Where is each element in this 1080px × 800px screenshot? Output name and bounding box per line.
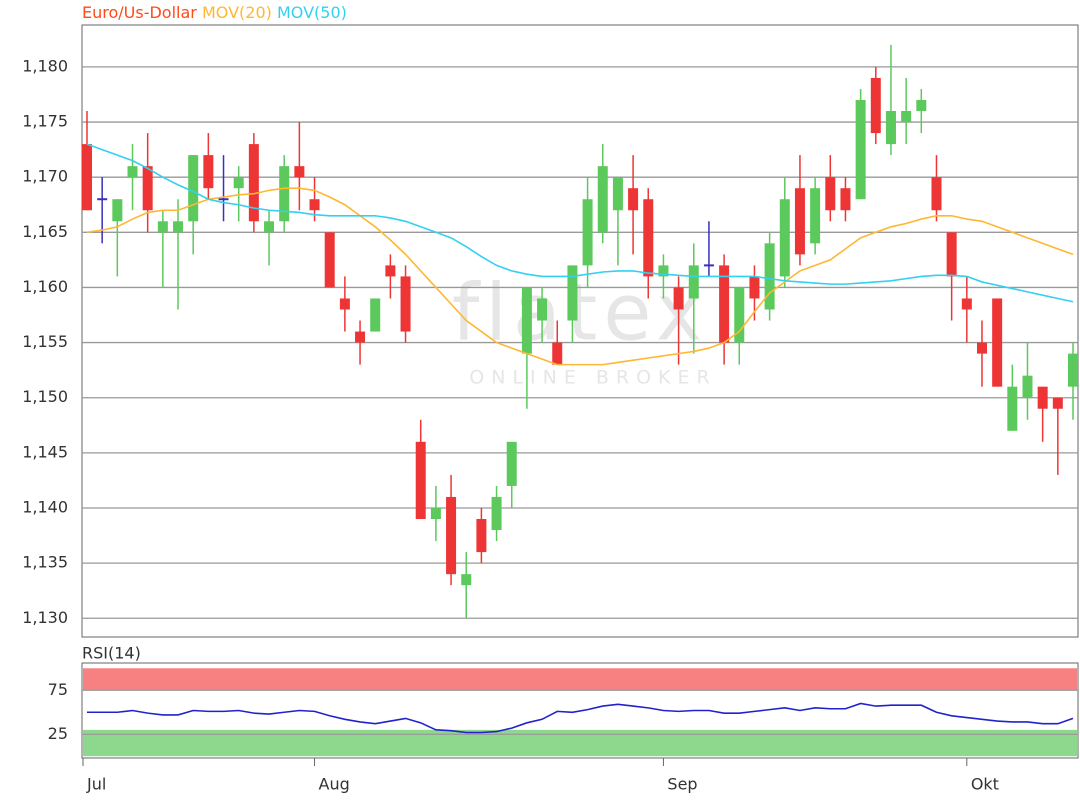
candle-body [719,265,730,343]
candle-body [628,188,639,211]
watermark: flatex ONLINE BROKER [452,268,716,389]
candle-body [461,574,472,586]
candle-body [521,287,532,354]
candle-body [855,99,866,200]
x-tick-label: Okt [971,775,999,794]
candle-body [643,199,654,277]
candle-body [916,99,927,112]
y-tick-label: 1,150 [22,387,68,406]
candle-body [233,177,244,189]
candle-body [1007,386,1018,431]
candle-body [658,265,669,277]
candle-body [1052,397,1063,409]
candle-body [294,166,305,178]
candle-body [582,199,593,266]
y-tick-label: 1,140 [22,497,68,516]
legend-entry: RSI(14) [82,644,141,663]
candle-body [901,111,912,123]
candle-body [1022,375,1033,398]
candle-body [885,111,896,145]
y-tick-label: 25 [48,724,68,743]
candle-body [537,298,548,321]
y-tick-label: 1,145 [22,442,68,461]
candle-body [779,199,790,277]
candle-body [688,265,699,299]
candle-body [82,144,92,211]
candle-body [673,287,684,310]
candle-body [1068,353,1078,387]
series-line [86,187,1074,366]
candle-body [840,188,851,211]
y-tick-label: 1,170 [22,167,68,186]
candle-body [446,496,457,575]
candle-body [157,221,168,233]
candle-body [279,166,290,222]
series-line [87,702,1074,734]
rsi-band [83,668,1077,691]
candle-body [248,144,259,222]
candle-body [339,298,350,310]
x-tick-label: Jul [86,775,106,794]
watermark-text: flatex [452,268,708,358]
candle-body [825,177,836,211]
candle-body [173,221,184,233]
candle-body [476,519,487,553]
x-tick-label: Aug [319,775,350,794]
candle-body [355,331,366,343]
legend: Euro/Us-Dollar MOV(20) MOV(50) [82,3,347,22]
candle-body [112,199,123,222]
candle-body [961,298,972,310]
legend-entry: MOV(50) [277,3,347,22]
candle-body [567,265,578,321]
y-tick-label: 1,130 [22,608,68,627]
candle-body [764,243,775,310]
candle-body [127,166,138,178]
y-tick-label: 75 [48,680,68,699]
y-tick-label: 1,180 [22,56,68,75]
candle-body [142,166,153,211]
candle-body [203,155,214,189]
candle-body [976,342,987,354]
y-tick-label: 1,155 [22,332,68,351]
y-tick-label: 1,160 [22,277,68,296]
candle-body [946,232,957,277]
candle-body [597,166,608,233]
candle-body [264,221,275,233]
candle-body [188,155,199,222]
watermark-text: ONLINE BROKER [469,367,716,389]
legend-entry: MOV(20) [202,3,272,22]
candle-body [931,177,942,211]
y-tick-label: 1,135 [22,553,68,572]
candle-body [1037,386,1048,409]
candle-body [749,276,760,299]
candle-body [612,177,623,211]
series-line [86,143,1074,303]
candle-body [309,199,320,211]
y-tick-label: 1,165 [22,222,68,241]
candle-body [734,287,745,343]
candle-body [552,342,563,365]
y-tick-label: 1,175 [22,112,68,131]
x-tick-label: Sep [667,775,697,794]
price-plot [81,24,1079,638]
candle-body [370,298,381,332]
candle-body [506,441,517,486]
candle-body [794,188,805,255]
candle-body [992,298,1003,387]
candle-body [810,188,821,244]
candle-body [400,276,411,332]
candle-body [430,507,441,520]
candle-body [415,441,426,520]
candle-body [385,265,396,277]
candle-body [491,496,502,531]
legend-entry: Euro/Us-Dollar [82,3,197,22]
candle-body [324,232,335,288]
candle-body [870,77,881,134]
